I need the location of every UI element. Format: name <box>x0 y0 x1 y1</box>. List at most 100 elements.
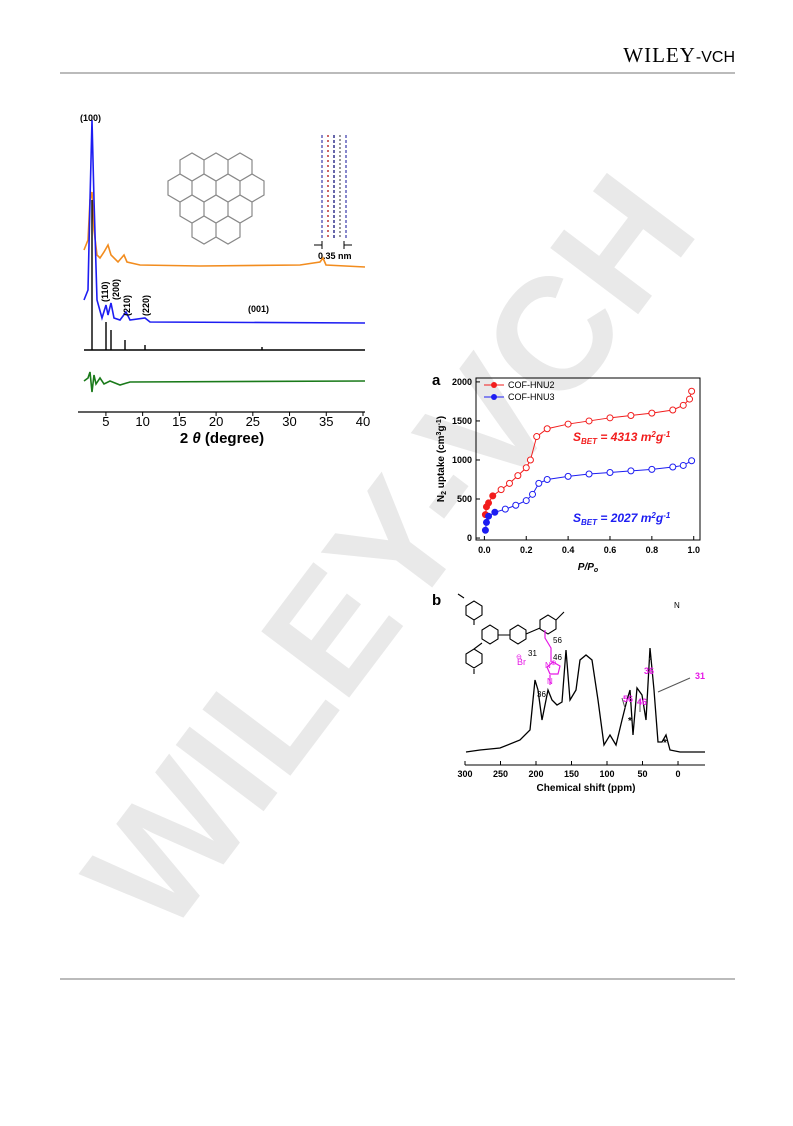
y-label-part: 3 <box>436 431 443 435</box>
isotherm-figure: a N2 uptake (cm3g-1) P/Po 0.0 0.2 0.4 0.6 0.… <box>432 372 701 574</box>
data-point <box>648 409 656 417</box>
structure-label: 31 <box>528 649 537 658</box>
data-point <box>489 492 497 500</box>
annotation-part: = 2027 m <box>597 511 652 525</box>
x-tick-label: 0.8 <box>646 545 659 555</box>
data-point <box>501 505 509 513</box>
y-tick-label: 1000 <box>452 455 472 465</box>
x-tick-label: 20 <box>209 414 223 429</box>
nmr-figure: b 56 31 46 36 Br⊖ N⊕ N N * * 36 31 56 46… <box>432 592 705 794</box>
x-tick-label: 30 <box>282 414 296 429</box>
x-tick-label: 0.0 <box>478 545 491 555</box>
peak-label: 56 <box>623 694 633 704</box>
data-point <box>679 461 687 469</box>
x-label-part: 2 <box>180 430 193 447</box>
peak-label: (001) <box>248 304 269 314</box>
annotation-part: S <box>573 430 581 444</box>
panel-label: a <box>432 372 441 389</box>
publisher-suffix: -VCH <box>696 49 735 66</box>
x-tick-label: 0.4 <box>562 545 575 555</box>
structure-label: 36 <box>537 690 546 699</box>
x-label-part: (degree) <box>201 430 264 447</box>
data-point <box>543 425 551 433</box>
peak-label: 46 <box>637 697 647 707</box>
peak-arrows <box>621 658 691 712</box>
annotation: SBET = 2027 m2g-1 <box>573 511 671 527</box>
x-tick-label: 200 <box>528 769 543 779</box>
x-tick-label: 250 <box>493 769 508 779</box>
x-tick-label: 1.0 <box>687 545 700 555</box>
y-tick-label: 0 <box>467 533 472 543</box>
data-point <box>585 470 593 478</box>
x-tick-label: 50 <box>638 769 648 779</box>
peak-label: (220) <box>141 295 151 316</box>
y-tick-label: 2000 <box>452 377 472 387</box>
peak-label: 31 <box>695 671 705 681</box>
structure-label: N <box>674 601 680 610</box>
annotation-part: S <box>573 511 581 525</box>
data-point <box>491 508 499 516</box>
xrd-figure: 0.35 nm (100) (110) (200) (210) (220) (0… <box>78 113 370 447</box>
peak-label: 36 <box>644 666 654 676</box>
xrd-experimental <box>83 191 366 268</box>
data-point <box>679 401 687 409</box>
x-tick-label: 10 <box>135 414 149 429</box>
y-label-part: uptake (cm <box>436 435 447 491</box>
x-tick-label: 0.2 <box>520 545 533 555</box>
xrd-simulated <box>84 200 365 351</box>
data-point <box>606 468 614 476</box>
legend-marker <box>491 394 497 400</box>
annotation-part: = 4313 m <box>597 430 652 444</box>
annotation-part: 2 <box>650 511 656 520</box>
y-axis-label: N2 uptake (cm3g-1) <box>436 416 448 502</box>
structure-label: Br⊖ <box>516 654 526 667</box>
y-tick-label: 500 <box>457 494 472 504</box>
stacking-illustration <box>314 135 352 249</box>
x-tick-label: 5 <box>102 414 109 429</box>
x-axis-label: Chemical shift (ppm) <box>537 783 636 794</box>
panel-label: b <box>432 592 441 609</box>
peak-label: (200) <box>111 279 121 300</box>
data-point <box>482 518 490 526</box>
xrd-difference <box>83 371 366 393</box>
structure-label: 46 <box>553 653 562 662</box>
y-label-part: N <box>436 495 447 502</box>
data-point <box>522 497 530 505</box>
legend-label: COF-HNU3 <box>508 392 555 402</box>
x-tick-label: 0.6 <box>604 545 617 555</box>
annotation-part: BET <box>581 437 598 446</box>
data-point <box>627 467 635 475</box>
data-point <box>669 406 677 414</box>
y-tick-label: 1500 <box>452 416 472 426</box>
structure-label: N⊕ <box>545 660 557 670</box>
data-point <box>529 490 537 498</box>
annotation: SBET = 4313 m2g-1 <box>573 430 671 446</box>
data-point <box>522 464 530 472</box>
annotation-part: g <box>655 511 664 525</box>
x-tick-label: 25 <box>246 414 260 429</box>
x-tick-label: 150 <box>564 769 579 779</box>
xrd-refined <box>83 119 366 324</box>
x-tick-label: 15 <box>172 414 186 429</box>
atom: N <box>545 661 551 670</box>
data-point <box>627 411 635 419</box>
annotation-part: -1 <box>663 430 671 439</box>
data-point <box>585 417 593 425</box>
x-tick-label: 300 <box>457 769 472 779</box>
data-point <box>526 456 534 464</box>
data-point <box>564 420 572 428</box>
pendant-chain <box>544 630 561 685</box>
data-point <box>485 512 493 520</box>
publisher-logo: WILEY-VCH <box>623 43 735 67</box>
data-point <box>485 499 493 507</box>
annotation-part: -1 <box>663 511 671 520</box>
y-label-part: 2 <box>441 491 448 495</box>
x-tick-label: 100 <box>599 769 614 779</box>
data-point <box>669 463 677 471</box>
charge: ⊕ <box>551 660 557 667</box>
annotation-part: BET <box>581 518 598 527</box>
peak-label: (210) <box>122 295 132 316</box>
spinning-sideband: * <box>628 716 632 727</box>
x-tick-label: 35 <box>319 414 333 429</box>
